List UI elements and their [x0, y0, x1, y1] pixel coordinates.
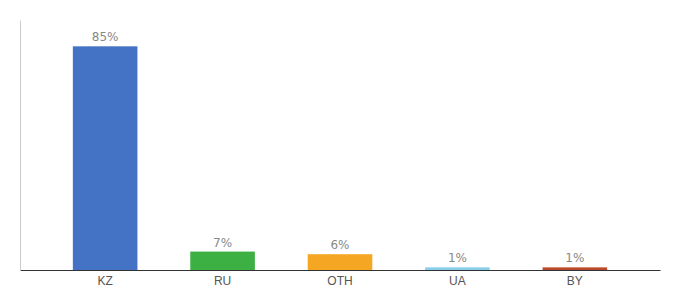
plot: 85% 7% 6% 1% 1% KZ RU OTH UA BY	[21, 21, 661, 289]
data-label: 7%	[213, 236, 232, 250]
y-axis	[20, 21, 21, 271]
x-tick-label: BY	[567, 274, 583, 288]
x-tick-label: KZ	[97, 274, 112, 288]
data-label: 85%	[92, 30, 119, 44]
chart: 85% 7% 6% 1% 1% KZ RU OTH UA BY	[0, 0, 680, 300]
data-label: 1%	[448, 251, 467, 265]
data-label: 6%	[330, 238, 349, 252]
x-axis-line	[21, 270, 661, 271]
y-axis-line	[20, 21, 21, 271]
bar	[543, 267, 608, 270]
x-tick-label: OTH	[327, 274, 352, 288]
bar	[308, 254, 373, 270]
x-tick-label: UA	[449, 274, 466, 288]
x-tick-label: RU	[214, 274, 231, 288]
bar	[425, 267, 490, 270]
bar	[73, 46, 138, 270]
bar	[190, 252, 255, 270]
x-tick: RU	[214, 274, 231, 288]
x-tick: UA	[449, 274, 466, 288]
data-labels: 85% 7% 6% 1% 1%	[92, 30, 585, 265]
data-label: 1%	[565, 251, 584, 265]
x-axis: KZ RU OTH UA BY	[21, 271, 661, 289]
bars	[73, 46, 607, 270]
x-tick: OTH	[327, 274, 352, 288]
x-tick: KZ	[97, 274, 112, 288]
x-tick: BY	[567, 274, 583, 288]
